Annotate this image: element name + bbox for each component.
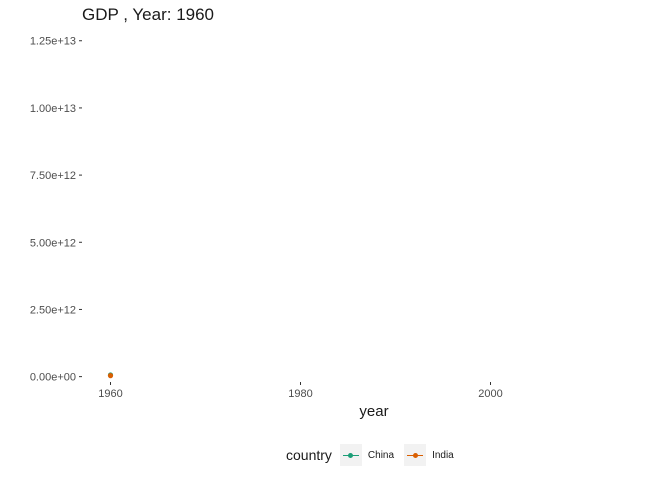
legend: country China India <box>286 442 464 468</box>
data-point-india <box>107 373 114 379</box>
legend-item-china: China <box>339 444 400 466</box>
y-axis: 0.00e+00 2.50e+12 5.00e+12 7.50e+12 1.00e+13… <box>30 36 82 384</box>
x-tick-label: 2000 <box>478 388 502 400</box>
legend-label-india: India <box>432 449 454 461</box>
legend-item-india: India <box>404 444 460 466</box>
y-tick-label: 1.00e+13 <box>30 103 76 115</box>
y-tick-label: 5.00e+12 <box>30 237 76 249</box>
legend-dot-india <box>412 452 418 458</box>
y-tick-label: 7.50e+12 <box>30 170 76 182</box>
x-axis-label: year <box>359 403 389 420</box>
legend-title: country <box>286 447 332 463</box>
chart-title: GDP , Year: 1960 <box>82 5 215 24</box>
y-tick-label: 0.00e+00 <box>30 372 76 384</box>
legend-key-china <box>339 444 362 466</box>
x-tick-label: 1980 <box>288 388 312 400</box>
series-layer <box>107 372 114 379</box>
plot-area: 0.00e+00 2.50e+12 5.00e+12 7.50e+12 1.00e+13… <box>30 36 503 400</box>
x-axis: 1960 1980 2000 <box>98 382 503 400</box>
x-tick-label: 1960 <box>98 388 122 400</box>
y-tick-label: 2.50e+12 <box>30 304 76 316</box>
legend-dot-china <box>348 452 354 458</box>
legend-key-india <box>404 444 427 466</box>
y-tick-label: 1.25e+13 <box>30 36 76 48</box>
legend-label-china: China <box>367 449 395 461</box>
